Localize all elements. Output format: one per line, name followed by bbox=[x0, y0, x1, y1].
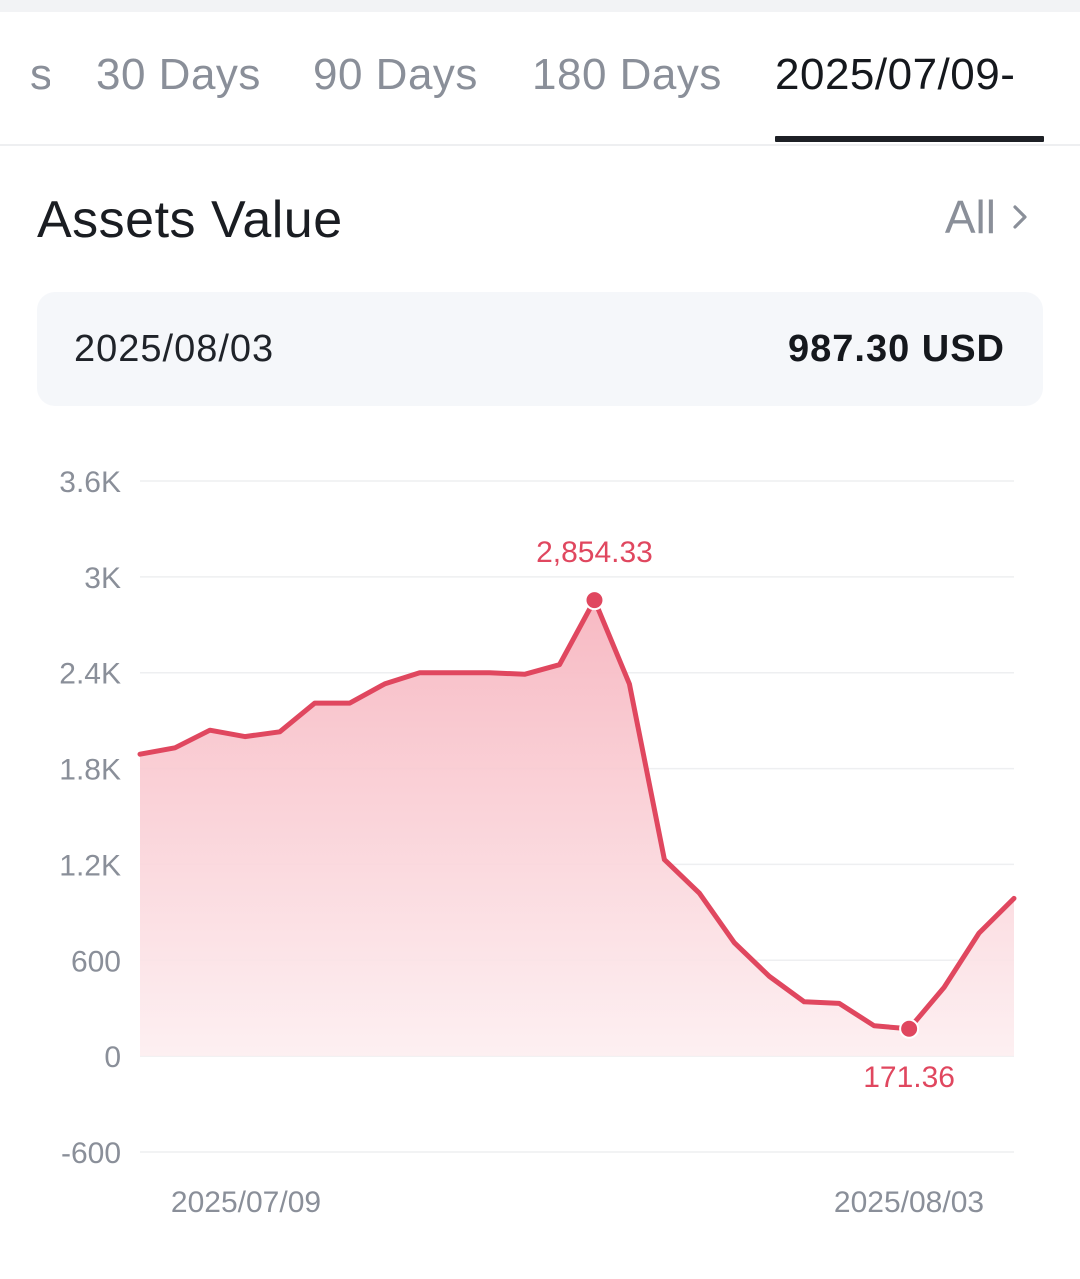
area-fill bbox=[140, 600, 1014, 1057]
y-tick-label: 3.6K bbox=[59, 466, 121, 499]
status-strip bbox=[0, 0, 1080, 12]
tab-180-days[interactable]: 180 Days bbox=[532, 50, 722, 99]
selected-point-card: 2025/08/03 987.30 USD bbox=[37, 292, 1043, 406]
y-tick-label: 1.2K bbox=[59, 849, 121, 882]
data-label: 2,854.33 bbox=[536, 536, 653, 569]
period-tabs: s 30 Days 90 Days 180 Days 2025/07/09- bbox=[0, 12, 1080, 146]
data-point-marker[interactable] bbox=[584, 590, 605, 611]
series-line bbox=[137, 597, 1017, 1032]
x-tick-label-end: 2025/08/03 bbox=[834, 1186, 984, 1219]
y-tick-label: 3K bbox=[84, 562, 121, 595]
y-tick-label: 0 bbox=[104, 1041, 121, 1074]
all-link[interactable]: All bbox=[945, 190, 1036, 244]
section-title: Assets Value bbox=[37, 191, 343, 249]
assets-value-chart[interactable]: 3.6K 3K 2.4K 1.8K 1.2K 600 0 -600 2,854.33 171.3… bbox=[0, 440, 1080, 1240]
y-tick-label: 600 bbox=[71, 945, 121, 978]
tab-7-days[interactable]: s bbox=[30, 50, 50, 100]
tab-90-days[interactable]: 90 Days bbox=[313, 50, 478, 99]
selected-date: 2025/08/03 bbox=[74, 328, 275, 370]
selected-value: 987.30 USD bbox=[787, 328, 1005, 370]
all-link-label: All bbox=[944, 191, 996, 243]
data-label: 171.36 bbox=[863, 1061, 955, 1094]
active-tab-indicator bbox=[775, 136, 1044, 142]
data-point-marker[interactable] bbox=[899, 1018, 920, 1039]
tab-30-days[interactable]: 30 Days bbox=[96, 50, 261, 99]
y-tick-label: 2.4K bbox=[59, 658, 121, 691]
chevron-right-icon bbox=[1013, 205, 1027, 229]
tab-custom-range[interactable]: 2025/07/09- bbox=[775, 50, 1016, 99]
x-tick-label-start: 2025/07/09 bbox=[171, 1186, 321, 1219]
y-tick-label: 1.8K bbox=[59, 754, 121, 787]
y-tick-label: -600 bbox=[61, 1137, 121, 1170]
